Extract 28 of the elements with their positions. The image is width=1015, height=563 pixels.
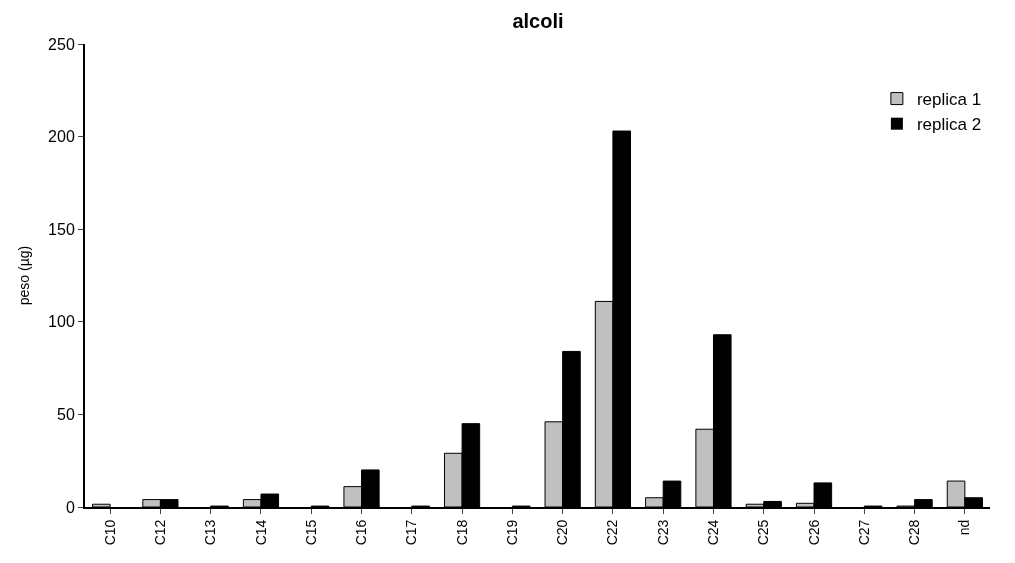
x-tick-label: C15 [302, 519, 319, 546]
x-tick-label: C17 [403, 519, 420, 546]
y-tick-label: 150 [48, 220, 75, 238]
x-tick-label: C10 [101, 519, 118, 546]
y-tick-label: 50 [57, 406, 75, 423]
y-tick-label: 100 [48, 313, 75, 331]
x-tick-label: C18 [453, 519, 470, 546]
x-tick-label: C24 [705, 519, 722, 546]
x-tick-label: C27 [855, 519, 872, 546]
x-tick-label: C20 [554, 519, 571, 546]
x-tick-label: C25 [755, 519, 772, 546]
x-tick-label: C26 [805, 519, 822, 546]
x-tick-label: nd [956, 519, 973, 536]
x-tick-label: C12 [151, 519, 168, 546]
legend-label: replica 1 [916, 90, 982, 110]
x-tick-label: C22 [604, 519, 621, 546]
x-tick-label: C28 [906, 519, 923, 546]
legend-label: replica 2 [916, 115, 982, 135]
y-axis-title: peso (µg) [16, 245, 33, 306]
y-tick-label: 200 [48, 128, 75, 146]
chart-title: alcoli [512, 10, 564, 33]
x-tick-label: C19 [503, 519, 520, 546]
y-tick-label: 0 [65, 498, 75, 516]
x-tick-label: C16 [353, 519, 370, 546]
x-tick-label: C13 [202, 519, 219, 546]
x-tick-label: C14 [252, 519, 269, 546]
x-tick-label: C23 [654, 519, 671, 546]
y-tick-label: 250 [48, 35, 75, 53]
